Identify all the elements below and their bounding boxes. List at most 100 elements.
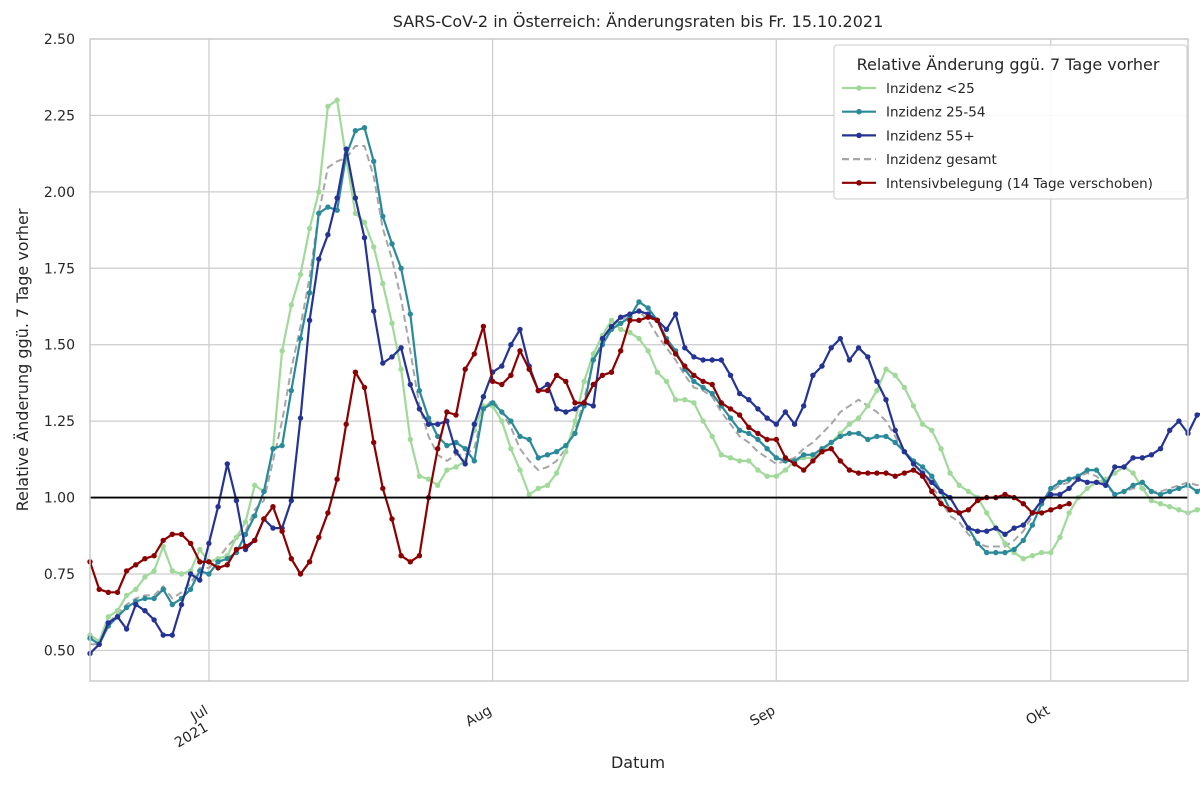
- data-point: [471, 421, 477, 427]
- data-point: [782, 409, 789, 415]
- data-point: [316, 210, 322, 216]
- data-point: [929, 473, 935, 479]
- data-point: [178, 531, 185, 537]
- data-point: [874, 470, 880, 476]
- data-point: [700, 384, 706, 391]
- data-point: [910, 403, 917, 409]
- legend-item: Intensivbelegung (14 Tage verschoben): [842, 176, 1153, 192]
- data-point: [965, 525, 972, 531]
- data-point: [526, 491, 532, 498]
- data-point: [782, 455, 789, 461]
- y-tick-label: 1.00: [44, 491, 75, 507]
- data-point: [499, 381, 505, 388]
- data-point: [965, 488, 972, 495]
- data-point: [114, 614, 121, 620]
- data-point: [810, 458, 816, 464]
- data-point: [553, 406, 560, 412]
- data-point: [325, 232, 331, 238]
- data-point: [846, 357, 853, 363]
- data-point: [398, 553, 404, 559]
- data-point: [1167, 504, 1173, 510]
- data-point: [801, 403, 807, 409]
- data-point: [828, 345, 834, 351]
- data-point: [352, 369, 359, 375]
- data-point: [169, 531, 175, 537]
- data-point: [608, 317, 615, 323]
- data-point: [993, 525, 999, 531]
- data-point: [1148, 488, 1155, 495]
- legend-marker: [856, 108, 862, 115]
- data-point: [846, 467, 853, 473]
- data-point: [508, 446, 514, 452]
- data-point: [901, 470, 908, 476]
- data-point: [736, 390, 743, 397]
- data-point: [773, 436, 779, 443]
- data-point: [1148, 452, 1155, 458]
- data-point: [407, 311, 413, 317]
- data-point: [1002, 531, 1008, 537]
- data-point: [517, 467, 523, 473]
- data-point: [718, 400, 724, 406]
- data-point: [444, 409, 450, 415]
- data-point: [242, 531, 249, 537]
- series-path: [90, 145, 1200, 646]
- data-point: [691, 372, 697, 378]
- data-point: [855, 430, 862, 437]
- data-point: [233, 497, 240, 504]
- data-point: [316, 256, 322, 262]
- data-point: [984, 510, 990, 516]
- data-point: [288, 556, 294, 562]
- data-point: [636, 308, 642, 314]
- data-point: [590, 351, 596, 357]
- data-point: [919, 473, 926, 479]
- legend-marker: [856, 180, 862, 186]
- data-point: [96, 586, 102, 592]
- data-point: [105, 620, 112, 626]
- data-point: [691, 378, 697, 385]
- legend-frame: [833, 44, 1188, 200]
- y-tick-label: 2.25: [44, 108, 75, 124]
- y-tick-label: 1.50: [44, 338, 75, 354]
- data-point: [297, 571, 304, 577]
- data-point: [133, 586, 139, 592]
- data-point: [1121, 488, 1127, 495]
- data-point: [919, 421, 926, 427]
- data-point: [270, 525, 276, 531]
- data-point: [169, 601, 175, 608]
- data-point: [746, 424, 752, 430]
- x-tick-label: Okt: [1023, 702, 1053, 728]
- series-line: [87, 125, 1200, 647]
- data-point: [151, 568, 157, 574]
- data-point: [892, 372, 898, 378]
- legend-label: Intensivbelegung (14 Tage verschoben): [886, 176, 1153, 192]
- data-point: [1057, 479, 1063, 485]
- data-point: [938, 446, 944, 452]
- data-point: [489, 400, 496, 406]
- data-point: [270, 446, 276, 452]
- series-layer: [87, 97, 1200, 657]
- data-point: [654, 317, 660, 323]
- data-point: [727, 415, 734, 421]
- data-point: [361, 384, 368, 391]
- data-point: [682, 363, 688, 369]
- data-point: [828, 446, 834, 452]
- data-point: [663, 326, 670, 333]
- data-point: [1029, 522, 1036, 528]
- data-point: [526, 436, 532, 443]
- data-point: [471, 458, 477, 464]
- data-point: [736, 458, 743, 464]
- data-point: [837, 335, 843, 342]
- data-point: [535, 485, 541, 492]
- data-point: [517, 433, 523, 440]
- data-point: [151, 553, 157, 559]
- data-point: [984, 549, 990, 556]
- data-point: [398, 366, 404, 372]
- data-point: [1048, 485, 1054, 492]
- data-point: [791, 421, 798, 427]
- data-point: [1103, 482, 1109, 488]
- data-point: [645, 314, 651, 320]
- data-point: [855, 415, 862, 421]
- data-point: [224, 562, 230, 568]
- data-point: [901, 449, 908, 455]
